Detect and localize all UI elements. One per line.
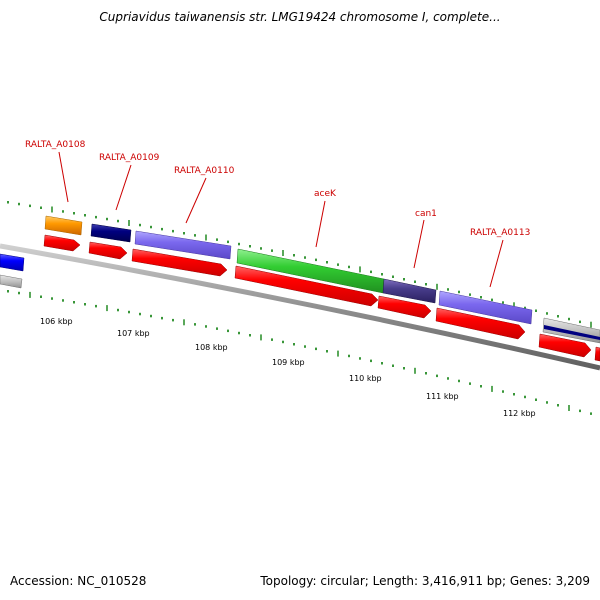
gene-label[interactable]: RALTA_A0113: [470, 228, 530, 238]
feature-bar-dark-slate[interactable]: [382, 278, 437, 304]
accession-text: Accession: NC_010528: [10, 574, 147, 588]
gene-label[interactable]: RALTA_A0110: [174, 166, 235, 176]
leader-line: [115, 164, 132, 211]
gene-labels: RALTA_A0108 RALTA_A0109 RALTA_A0110 aceK…: [25, 140, 530, 238]
outer-tick-track: [7, 201, 592, 328]
kbp-label: 110 kbp: [349, 374, 382, 383]
kbp-label: 106 kbp: [40, 317, 73, 326]
feature-bar-grey-left[interactable]: [0, 274, 23, 289]
label-leaders: [58, 151, 504, 288]
gene-label[interactable]: RALTA_A0109: [99, 153, 160, 163]
cds-arrow[interactable]: [234, 265, 379, 307]
cds-arrow[interactable]: [43, 234, 81, 252]
cds-arrow[interactable]: [377, 295, 432, 319]
feature-bar-blue-left[interactable]: [0, 253, 25, 272]
leader-line: [489, 239, 504, 288]
cds-arrow[interactable]: [538, 333, 592, 358]
cds-arrow[interactable]: [131, 248, 228, 277]
feature-bar-navy-right[interactable]: [544, 325, 600, 340]
kbp-label: 112 kbp: [503, 409, 536, 418]
kbp-labels: 106 kbp 107 kbp 108 kbp 109 kbp 110 kbp …: [40, 317, 536, 418]
cds-arrow[interactable]: [435, 307, 526, 340]
leader-line: [315, 200, 326, 248]
gene-label[interactable]: aceK: [314, 189, 337, 199]
map-title: Cupriavidus taiwanensis str. LMG19424 ch…: [99, 10, 501, 24]
gene-label[interactable]: can1: [415, 209, 437, 219]
cds-arrow[interactable]: [594, 346, 600, 362]
inner-tick-track: [7, 290, 592, 415]
leader-line: [185, 177, 207, 224]
kbp-label: 111 kbp: [426, 392, 459, 401]
genome-summary-text: Topology: circular; Length: 3,416,911 bp…: [260, 574, 590, 588]
kbp-label: 108 kbp: [195, 343, 228, 352]
kbp-label: 107 kbp: [117, 329, 150, 338]
feature-bar-slate-2[interactable]: [438, 290, 533, 325]
kbp-label: 109 kbp: [272, 358, 305, 367]
cds-arrow[interactable]: [88, 241, 128, 260]
gene-label[interactable]: RALTA_A0108: [25, 140, 86, 150]
cds-row: [43, 234, 600, 362]
feature-row-outer: [0, 215, 600, 344]
feature-bar-orange[interactable]: [44, 215, 83, 236]
feature-bar-slate[interactable]: [134, 230, 232, 260]
leader-line: [413, 219, 425, 269]
feature-bar-navy[interactable]: [90, 223, 132, 243]
chromosome-backbone: [0, 243, 600, 371]
leader-line: [58, 151, 69, 203]
